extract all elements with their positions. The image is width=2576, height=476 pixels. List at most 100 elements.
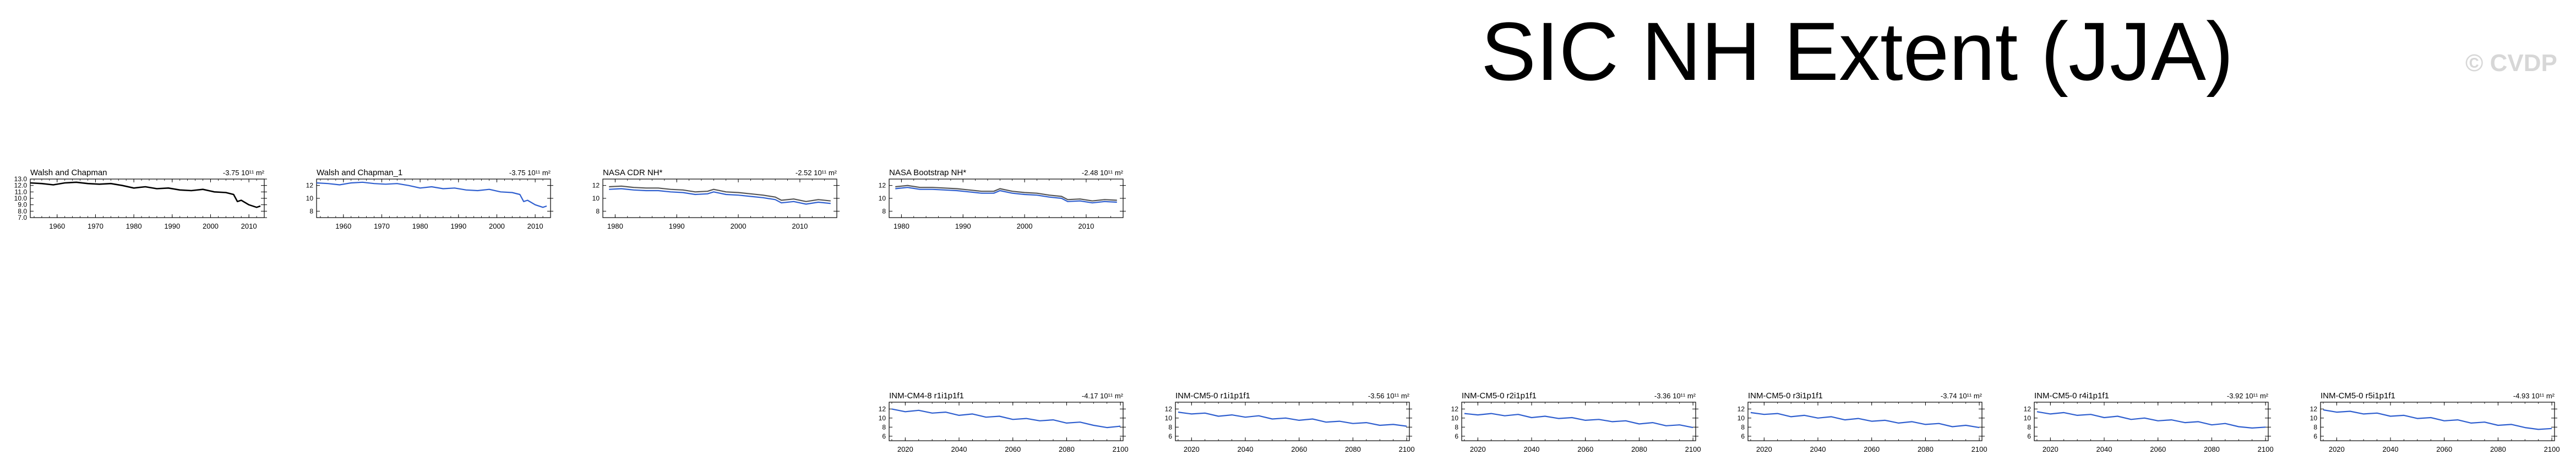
trend-label: -2.48 10¹¹ m² [1082, 169, 1124, 177]
page-title: SIC NH Extent (JJA) [1481, 5, 2234, 98]
series-line-0 [895, 185, 1117, 202]
series-line-0 [609, 185, 831, 202]
y-tick-label: 8 [309, 207, 313, 215]
panel-title: INM-CM5-0 r5i1p1f1 [2321, 391, 2395, 401]
x-tick-label: 2100 [1685, 445, 1701, 453]
y-tick-label: 10.0 [14, 194, 28, 202]
x-tick-label: 2060 [1005, 445, 1021, 453]
x-tick-label: 1990 [450, 222, 466, 230]
plot-frame [2320, 402, 2555, 441]
series-line-0 [1464, 413, 1693, 429]
plot-frame [30, 178, 265, 218]
y-tick-label: 12 [879, 182, 886, 190]
series-line-0 [891, 408, 1121, 429]
x-tick-label: 1980 [607, 222, 623, 230]
series-line-0 [1178, 412, 1407, 427]
panel-title: NASA CDR NH* [603, 168, 663, 177]
series-line-0 [2323, 409, 2552, 430]
x-tick-label: 2000 [1017, 222, 1033, 230]
y-tick-label: 12 [306, 182, 314, 190]
plot-frame [602, 178, 837, 218]
panel-title: Walsh and Chapman [30, 168, 107, 177]
y-tick-label: 8 [596, 207, 600, 215]
y-tick-label: 10 [1165, 414, 1173, 422]
panel-title: INM-CM5-0 r2i1p1f1 [1462, 391, 1537, 401]
series-line-0 [2036, 411, 2266, 429]
x-tick-label: 2020 [2043, 445, 2058, 453]
panel-title: INM-CM4-8 r1i1p1f1 [889, 391, 964, 401]
x-tick-label: 2060 [1864, 445, 1880, 453]
y-tick-label: 10 [1451, 414, 1459, 422]
trend-label: -4.17 10¹¹ m² [1082, 392, 1124, 400]
x-tick-label: 2100 [1399, 445, 1415, 453]
x-tick-label: 1970 [88, 222, 104, 230]
x-tick-label: 2010 [241, 222, 257, 230]
y-tick-label: 12 [1451, 405, 1459, 413]
y-tick-label: 8 [1741, 423, 1745, 431]
y-tick-label: 6 [1455, 432, 1458, 440]
plot-frame [316, 178, 551, 218]
plot-frame [1747, 402, 1983, 441]
chart-panel-inm-cm5-0-r4: INM-CM5-0 r4i1p1f1 -3.92 10¹¹ m² 2020 2040 2… [2024, 391, 2274, 453]
y-tick-label: 8 [882, 207, 886, 215]
y-tick-label: 8 [882, 423, 886, 431]
y-tick-label: 10 [2310, 414, 2318, 422]
y-tick-label: 8 [2313, 423, 2317, 431]
x-tick-label: 2100 [1972, 445, 1987, 453]
y-tick-label: 12 [1165, 405, 1173, 413]
y-tick-label: 11.0 [15, 188, 28, 196]
x-tick-label: 1960 [49, 222, 65, 230]
x-tick-label: 2010 [1078, 222, 1094, 230]
y-tick-label: 6 [882, 432, 886, 440]
trend-label: -3.75 10¹¹ m² [223, 169, 265, 177]
x-tick-label: 2000 [731, 222, 747, 230]
x-tick-label: 2000 [203, 222, 219, 230]
cvdp-watermark: © CVDP [2465, 50, 2557, 77]
x-tick-label: 2040 [2383, 445, 2399, 453]
x-tick-label: 2020 [1470, 445, 1486, 453]
panel-title: NASA Bootstrap NH* [889, 168, 966, 177]
panel-title: INM-CM5-0 r3i1p1f1 [1748, 391, 1823, 401]
chart-panel-inm-cm5-0-r1: INM-CM5-0 r1i1p1f1 -3.56 10¹¹ m² 2020 2040 2… [1165, 391, 1415, 453]
y-tick-label: 13.0 [14, 175, 28, 183]
x-tick-label: 2040 [1238, 445, 1254, 453]
x-tick-label: 2040 [2096, 445, 2112, 453]
y-tick-label: 12 [1738, 405, 1745, 413]
x-tick-label: 2020 [2329, 445, 2345, 453]
x-tick-label: 2100 [2258, 445, 2274, 453]
x-tick-label: 1980 [894, 222, 910, 230]
x-tick-label: 2060 [1577, 445, 1593, 453]
x-tick-label: 2080 [1631, 445, 1647, 453]
x-tick-label: 2080 [2490, 445, 2506, 453]
series-line-0 [1750, 412, 1980, 429]
chart-panel-inm-cm5-0-r2: INM-CM5-0 r2i1p1f1 -3.36 10¹¹ m² 2020 2040 2… [1451, 391, 1701, 453]
panel-title: Walsh and Chapman_1 [317, 168, 402, 177]
y-tick-label: 12 [2024, 405, 2032, 413]
x-tick-label: 1980 [412, 222, 428, 230]
series-line-0 [316, 181, 547, 208]
series-line-1 [609, 188, 831, 205]
series-line-1 [895, 187, 1117, 204]
trend-label: -3.56 10¹¹ m² [1368, 392, 1410, 400]
y-tick-label: 10 [879, 414, 886, 422]
trend-label: -2.52 10¹¹ m² [796, 169, 837, 177]
x-tick-label: 1970 [374, 222, 390, 230]
chart-panel-nasa-bootstrap: NASA Bootstrap NH* -2.48 10¹¹ m² 1980 1990 2… [879, 168, 1126, 230]
y-tick-label: 10 [879, 194, 886, 202]
panel-title: INM-CM5-0 r4i1p1f1 [2034, 391, 2109, 401]
y-tick-label: 12 [592, 182, 600, 190]
trend-label: -3.75 10¹¹ m² [509, 169, 551, 177]
y-tick-label: 6 [1741, 432, 1745, 440]
y-tick-label: 10 [1738, 414, 1745, 422]
chart-panel-inm-cm5-0-r5: INM-CM5-0 r5i1p1f1 -4.93 10¹¹ m² 2020 2040 2… [2310, 391, 2560, 453]
y-tick-label: 8 [2027, 423, 2031, 431]
y-tick-label: 6 [2027, 432, 2031, 440]
x-tick-label: 2060 [2150, 445, 2166, 453]
y-tick-label: 7.0 [18, 214, 27, 221]
chart-panel-inm-cm5-0-r3: INM-CM5-0 r3i1p1f1 -3.74 10¹¹ m² 2020 2040 2… [1738, 391, 1987, 453]
series-line-0 [30, 181, 261, 208]
x-tick-label: 2060 [2436, 445, 2452, 453]
trend-label: -4.93 10¹¹ m² [2513, 392, 2555, 400]
plot-frame [889, 402, 1124, 441]
x-tick-label: 2040 [1524, 445, 1540, 453]
